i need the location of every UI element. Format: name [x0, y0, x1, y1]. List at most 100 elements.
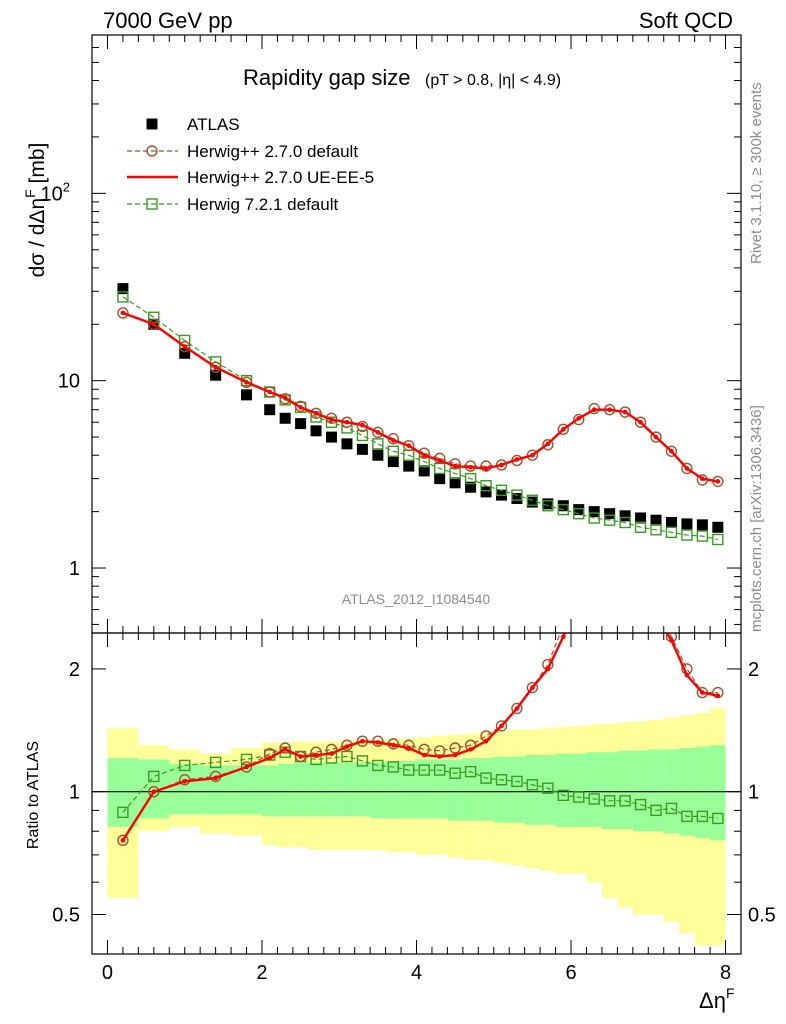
- ratio-point-herwig-7-2-1-default: [387, 761, 400, 773]
- stat-uncertainty-band: [617, 750, 633, 830]
- ratio-ytick-label-left: 1: [69, 782, 80, 804]
- main-point-herwig-7-2-1-default: [511, 489, 523, 501]
- stat-uncertainty-band: [416, 759, 432, 819]
- main-point-atlas: [179, 347, 191, 359]
- main-point-herwig-2-7-0-ue-ee-5: [483, 466, 489, 471]
- ratio-point-herwig-2-7-0-default: [636, 581, 646, 591]
- ratio-point-herwig-2-7-0-ue-ee-5: [560, 634, 566, 639]
- ratio-point-herwig-7-2-1-default: [619, 795, 631, 807]
- x-tick-label: 0: [102, 962, 113, 984]
- main-point-herwig-2-7-0-ue-ee-5: [638, 419, 643, 425]
- legend-label: Herwig++ 2.7.0 default: [187, 142, 358, 161]
- main-point-atlas: [310, 425, 322, 437]
- main-point-herwig-2-7-0-default: [665, 445, 678, 457]
- main-point-herwig-2-7-0-ue-ee-5: [452, 463, 458, 469]
- ratio-point-herwig-2-7-0-ue-ee-5: [700, 690, 705, 695]
- stat-uncertainty-band: [571, 753, 587, 827]
- ratio-point-herwig-7-2-1-default: [634, 798, 647, 811]
- ratio-point-herwig-2-7-0-ue-ee-5: [313, 752, 319, 758]
- ratio-point-herwig-7-2-1-default: [542, 782, 554, 794]
- main-point-herwig-2-7-0-ue-ee-5: [591, 407, 597, 413]
- stat-uncertainty-band: [292, 762, 309, 817]
- main-point-herwig-2-7-0-ue-ee-5: [514, 457, 520, 462]
- legend-label: ATLAS: [187, 115, 240, 134]
- ratio-point-herwig-7-2-1-default: [557, 789, 569, 801]
- main-point-atlas: [403, 460, 415, 472]
- main-point-atlas: [511, 493, 523, 505]
- ratio-point-herwig-7-2-1-default: [573, 791, 585, 803]
- main-point-herwig-7-2-1-default: [117, 291, 129, 303]
- ratio-ytick-label-left: 0.5: [52, 904, 80, 926]
- main-point-herwig-2-7-0-ue-ee-5: [213, 364, 218, 370]
- ratio-point-herwig-7-2-1-default: [240, 753, 253, 766]
- stat-uncertainty-band: [169, 763, 201, 815]
- main-point-herwig-2-7-0-default: [279, 393, 291, 405]
- main-point-herwig-7-2-1-default: [681, 529, 693, 541]
- main-point-herwig-7-2-1-default: [480, 480, 492, 492]
- ratio-point-herwig-2-7-0-default: [574, 592, 584, 602]
- ratio-point-herwig-2-7-0-ue-ee-5: [267, 755, 273, 761]
- main-point-herwig-2-7-0-ue-ee-5: [715, 479, 721, 484]
- ratio-point-herwig-2-7-0-ue-ee-5: [592, 568, 597, 573]
- main-point-herwig-2-7-0-ue-ee-5: [282, 395, 288, 401]
- ratio-point-herwig-7-2-1-default: [341, 750, 353, 763]
- main-point-atlas: [418, 465, 430, 477]
- ratio-point-herwig-2-7-0-default: [651, 608, 661, 618]
- main-point-atlas: [356, 443, 368, 455]
- main-point-herwig-2-7-0-default: [557, 423, 569, 436]
- legend-marker-herwig-7-2-1-default: [146, 198, 158, 210]
- ratio-point-herwig-2-7-0-ue-ee-5: [452, 752, 458, 758]
- ratio-point-herwig-2-7-0-ue-ee-5: [499, 723, 504, 729]
- x-tick-label: 4: [411, 962, 422, 984]
- main-point-atlas: [117, 283, 129, 295]
- main-point-herwig-2-7-0-ue-ee-5: [560, 427, 566, 432]
- main-point-herwig-2-7-0-ue-ee-5: [653, 434, 659, 440]
- main-point-herwig-2-7-0-ue-ee-5: [375, 430, 381, 435]
- ratio-point-herwig-7-2-1-default: [588, 793, 600, 805]
- main-point-herwig-7-2-1-default: [526, 494, 539, 506]
- main-point-atlas: [650, 514, 662, 526]
- main-point-atlas: [434, 473, 446, 485]
- main-point-herwig-2-7-0-ue-ee-5: [313, 410, 319, 416]
- stat-uncertainty-band: [648, 749, 664, 832]
- stat-uncertainty-band: [540, 755, 556, 825]
- main-point-atlas: [372, 449, 384, 461]
- ratio-point-herwig-2-7-0-ue-ee-5: [514, 706, 520, 711]
- stat-uncertainty-band: [509, 756, 525, 823]
- ratio-point-herwig-2-7-0-default: [279, 742, 291, 754]
- ratio-point-herwig-7-2-1-default: [148, 770, 160, 783]
- ratio-point-herwig-2-7-0-ue-ee-5: [244, 764, 249, 770]
- ratio-point-herwig-2-7-0-default: [240, 761, 253, 773]
- ratio-point-herwig-7-2-1-default: [696, 810, 709, 823]
- main-point-atlas: [573, 504, 585, 516]
- main-point-herwig-7-2-1-default: [495, 484, 508, 496]
- x-tick-label: 8: [720, 962, 731, 984]
- ratio-point-herwig-7-2-1-default: [433, 764, 446, 776]
- main-point-herwig-2-7-0-default: [240, 376, 253, 389]
- main-point-atlas: [681, 518, 693, 530]
- main-point-herwig-7-2-1-default: [588, 512, 600, 524]
- main-point-atlas: [326, 431, 338, 443]
- ratio-point-herwig-7-2-1-default: [209, 756, 222, 769]
- ratio-point-herwig-2-7-0-default: [589, 565, 599, 575]
- main-point-herwig-2-7-0-default: [403, 439, 415, 452]
- legend-label: Herwig++ 2.7.0 UE-EE-5: [187, 168, 374, 187]
- main-ytick-label: 1: [69, 558, 80, 580]
- side-note-top: Rivet 3.1.10, ≥ 300k events: [748, 82, 765, 264]
- stat-uncertainty-band: [231, 765, 262, 815]
- ratio-point-herwig-2-7-0-ue-ee-5: [654, 613, 659, 618]
- ratio-point-herwig-2-7-0-ue-ee-5: [151, 789, 157, 795]
- ratio-line-herwig-2-7-0-default: [122, 633, 718, 841]
- main-point-herwig-2-7-0-ue-ee-5: [530, 452, 535, 458]
- main-point-herwig-7-2-1-default: [573, 507, 585, 520]
- ratio-point-herwig-2-7-0-ue-ee-5: [182, 779, 188, 784]
- main-point-herwig-2-7-0-ue-ee-5: [700, 476, 705, 481]
- ratio-point-herwig-7-2-1-default: [480, 772, 492, 784]
- legend-marker-herwig-2-7-0-default: [146, 145, 158, 157]
- side-note-bottom: mcplots.cern.ch [arXiv:1306.3436]: [748, 405, 765, 632]
- main-point-herwig-2-7-0-ue-ee-5: [182, 344, 188, 349]
- stat-uncertainty-band: [354, 762, 371, 817]
- main-point-herwig-7-2-1-default: [356, 429, 369, 442]
- stat-uncertainty-band: [462, 757, 479, 821]
